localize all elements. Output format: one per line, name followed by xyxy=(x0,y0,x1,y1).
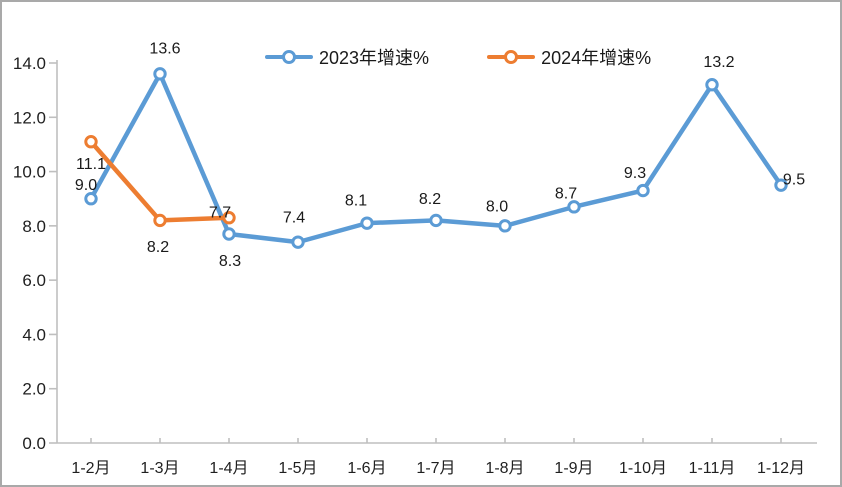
data-point-label: 7.7 xyxy=(209,205,231,222)
data-point-label: 13.2 xyxy=(703,54,734,71)
y-axis-tick-label: 10.0 xyxy=(13,163,46,182)
data-point-marker-2023 xyxy=(705,78,719,92)
x-axis-category-label: 1-2月 xyxy=(71,460,110,477)
data-point-marker-2023 xyxy=(636,183,650,198)
legend-item-2023: 2023年增速% xyxy=(265,44,429,70)
data-point-label: 7.4 xyxy=(283,210,305,227)
x-axis-category-label: 1-10月 xyxy=(619,460,667,477)
y-axis-tick-label: 14.0 xyxy=(13,54,46,73)
legend-label-2024: 2024年增速% xyxy=(541,48,652,68)
y-axis-tick-label: 2.0 xyxy=(22,380,46,399)
data-point-marker-2023 xyxy=(774,178,788,192)
y-axis-tick-label: 8.0 xyxy=(22,217,46,236)
x-axis-category-label: 1-6月 xyxy=(347,460,386,477)
x-axis-category-label: 1-7月 xyxy=(416,460,455,477)
data-point-marker-2024 xyxy=(84,135,98,149)
x-axis-category-label: 1-11月 xyxy=(689,460,736,477)
data-point-marker-2023 xyxy=(498,219,512,233)
data-point-label: 11.1 xyxy=(76,156,106,173)
legend-label-2023: 2023年增速% xyxy=(319,48,430,68)
legend-circle-icon xyxy=(282,50,296,64)
chart-legend: 2023年增速% 2024年增速% xyxy=(265,44,651,70)
data-point-marker-2023 xyxy=(360,216,374,230)
data-point-label: 8.2 xyxy=(419,191,441,208)
data-point-label: 8.1 xyxy=(345,193,367,210)
y-axis-tick-label: 12.0 xyxy=(13,108,46,127)
data-point-label: 13.6 xyxy=(149,40,180,57)
data-point-label: 9.0 xyxy=(75,177,97,194)
data-point-marker-2023 xyxy=(429,213,443,228)
y-axis-tick-label: 6.0 xyxy=(22,271,46,290)
x-axis-category-label: 1-4月 xyxy=(209,460,248,477)
legend-circle-icon xyxy=(504,50,519,64)
data-point-marker-2024 xyxy=(222,211,236,225)
data-point-marker-2023 xyxy=(84,192,98,206)
data-point-marker-2024 xyxy=(153,213,167,228)
data-point-label: 8.0 xyxy=(486,198,508,215)
x-axis-category-label: 1-8月 xyxy=(485,460,524,477)
legend-marker-2024 xyxy=(487,50,536,64)
x-axis-category-label: 1-3月 xyxy=(140,460,179,477)
legend-marker-2023 xyxy=(265,50,313,64)
y-axis-tick-label: 0.0 xyxy=(22,434,46,453)
x-axis-category-label: 1-9月 xyxy=(554,460,593,477)
data-point-label: 9.3 xyxy=(624,165,646,182)
data-point-label: 8.3 xyxy=(219,253,241,270)
legend-item-2024: 2024年增速% xyxy=(487,44,651,70)
data-point-label: 9.5 xyxy=(783,172,805,189)
x-axis-category-label: 1-5月 xyxy=(278,460,317,477)
x-axis-category-label: 1-12月 xyxy=(757,460,805,477)
data-point-marker-2023 xyxy=(222,227,236,241)
data-point-marker-2023 xyxy=(291,235,305,249)
data-point-label: 8.7 xyxy=(555,185,577,202)
data-point-label: 8.2 xyxy=(147,239,169,256)
y-axis-tick-label: 4.0 xyxy=(22,325,46,344)
data-point-marker-2023 xyxy=(153,67,167,81)
data-point-marker-2023 xyxy=(567,200,581,214)
